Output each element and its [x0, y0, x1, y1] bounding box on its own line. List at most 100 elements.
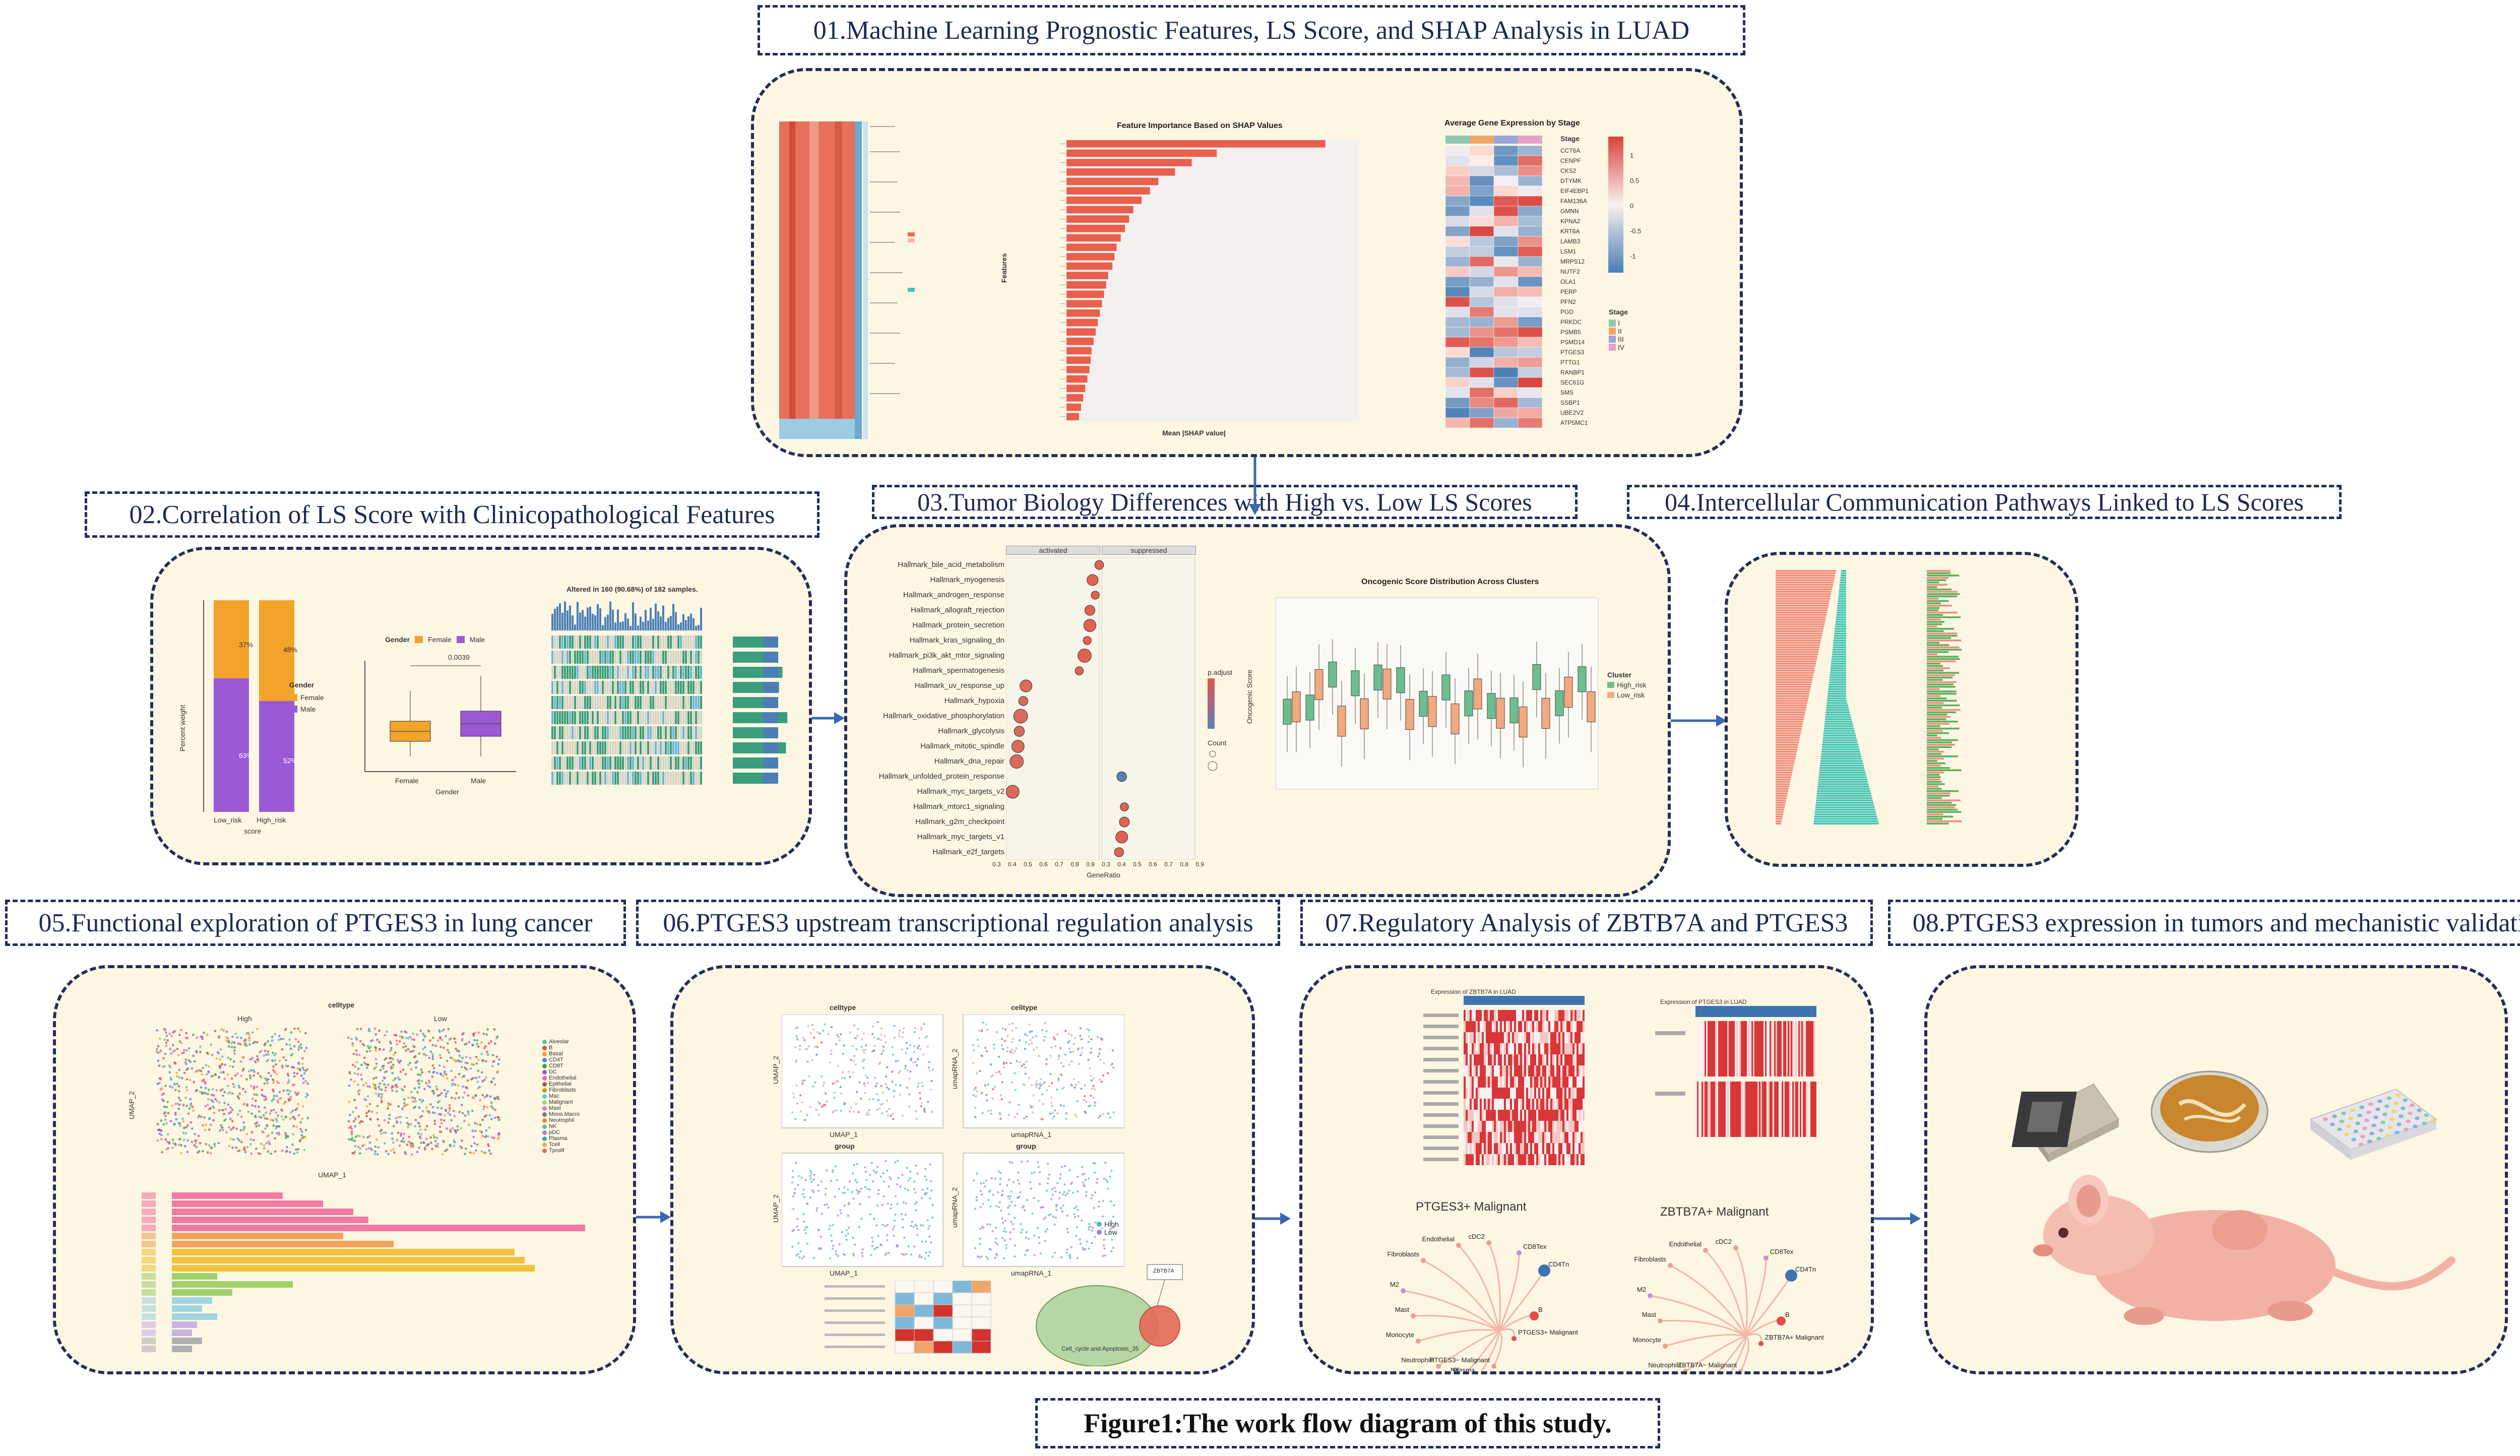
onco-cell	[561, 726, 563, 739]
umap-point	[999, 1171, 1002, 1174]
onco-side-bar	[733, 727, 769, 738]
umap-point	[287, 1089, 290, 1092]
onco-cell	[657, 772, 659, 785]
umap-point	[1092, 1162, 1095, 1164]
onco-cell	[642, 636, 644, 649]
onco-cell	[657, 741, 659, 754]
gene-label: PSMB5	[1560, 329, 1581, 336]
umap-point	[878, 1107, 881, 1110]
umap-point	[901, 1036, 904, 1039]
heat-cell	[1558, 1110, 1560, 1121]
umap-point	[877, 1038, 879, 1040]
onco-cell	[680, 756, 682, 770]
heat-cell	[1583, 1154, 1585, 1165]
onco-cell	[597, 756, 599, 770]
onco-top-bar	[637, 625, 639, 630]
comm-bar-red	[1776, 716, 1804, 718]
heat-cell	[1570, 1088, 1572, 1099]
umap-point	[468, 1041, 471, 1044]
heat-cell	[1514, 1088, 1516, 1099]
umap-point	[404, 1073, 407, 1075]
onco-cell	[624, 666, 626, 679]
umap-point	[436, 1136, 439, 1140]
comm-bar-right	[1927, 739, 1958, 741]
umap-point	[282, 1089, 285, 1092]
umap-point	[988, 1190, 991, 1193]
umap-point	[1102, 1255, 1104, 1257]
umap-point	[284, 1132, 287, 1135]
umap-point	[292, 1132, 295, 1135]
pathway-bar	[172, 1241, 394, 1247]
heat-cell	[1556, 1032, 1558, 1043]
comm-bar-teal	[1829, 683, 1846, 685]
heat-cell	[1579, 1065, 1581, 1077]
heat-cell	[1472, 1132, 1474, 1143]
heat-cell	[1488, 1110, 1490, 1121]
umap-point	[471, 1129, 474, 1132]
comm-bar-teal	[1823, 730, 1855, 732]
onco-cell	[609, 711, 611, 724]
umap-point	[443, 1089, 446, 1092]
pathway-bar	[172, 1249, 515, 1255]
heat-cell	[1494, 1032, 1496, 1043]
heat-cell	[1464, 1010, 1466, 1021]
umap-point	[891, 1080, 894, 1083]
umap-point	[842, 1191, 844, 1194]
umap-point	[1092, 1097, 1095, 1099]
heat-cell	[1445, 145, 1470, 156]
umap-point	[1051, 1193, 1054, 1196]
comm-bar-teal	[1838, 600, 1846, 602]
onco-cell	[614, 651, 616, 664]
umap-point	[1073, 1213, 1076, 1215]
onco-cell	[642, 772, 644, 785]
umap-point	[402, 1141, 405, 1143]
onco-top-bar	[551, 614, 553, 630]
umap-point	[157, 1045, 160, 1048]
umap-point	[375, 1076, 377, 1079]
onco-top-bar	[680, 622, 682, 630]
comm-bar-red	[1776, 570, 1836, 572]
onco-top-bar	[655, 603, 657, 630]
umap-point	[857, 1192, 859, 1195]
umap-point	[813, 1036, 815, 1039]
onco-cell	[667, 666, 669, 679]
umap-point	[876, 1021, 879, 1024]
onco-top-bar	[612, 610, 614, 630]
heat-cell	[1542, 1021, 1544, 1032]
onco-cell	[554, 756, 556, 770]
umap-point	[438, 1054, 442, 1056]
umap-point	[294, 1148, 297, 1151]
box-plot-bg	[1275, 597, 1599, 790]
umap-point	[476, 1039, 479, 1042]
heat-cell	[1540, 1143, 1542, 1154]
umap-point	[856, 1091, 858, 1093]
heat-cell	[1445, 216, 1470, 227]
umap-point	[375, 1065, 377, 1068]
heat-cell	[1472, 1032, 1474, 1043]
umap-point	[1020, 1160, 1023, 1163]
onco-cell	[592, 756, 594, 770]
p2-boxplot	[364, 661, 516, 772]
comm-bar-right	[1927, 584, 1947, 586]
umap-point	[402, 1137, 405, 1140]
umap-point	[248, 1074, 251, 1077]
comm-bar-red	[1776, 797, 1787, 799]
heat-cell	[1470, 1065, 1472, 1077]
umap-point	[1079, 1027, 1082, 1030]
umap-point	[835, 1250, 837, 1252]
umap-point	[466, 1087, 469, 1090]
heat-cell	[1552, 1054, 1554, 1065]
umap-point	[448, 1051, 451, 1054]
heat-cell	[1544, 1088, 1546, 1099]
umap-point	[1109, 1175, 1111, 1178]
umap-point	[830, 1049, 833, 1052]
heat-cell	[1695, 1082, 1697, 1137]
umap-point	[442, 1046, 445, 1049]
dot-activated	[1087, 574, 1099, 586]
onco-cell	[577, 681, 579, 694]
onco-cell	[572, 681, 574, 694]
umap-point	[240, 1115, 243, 1118]
umap-point	[270, 1152, 273, 1155]
umap-point	[358, 1152, 361, 1155]
onco-cell	[574, 741, 576, 754]
